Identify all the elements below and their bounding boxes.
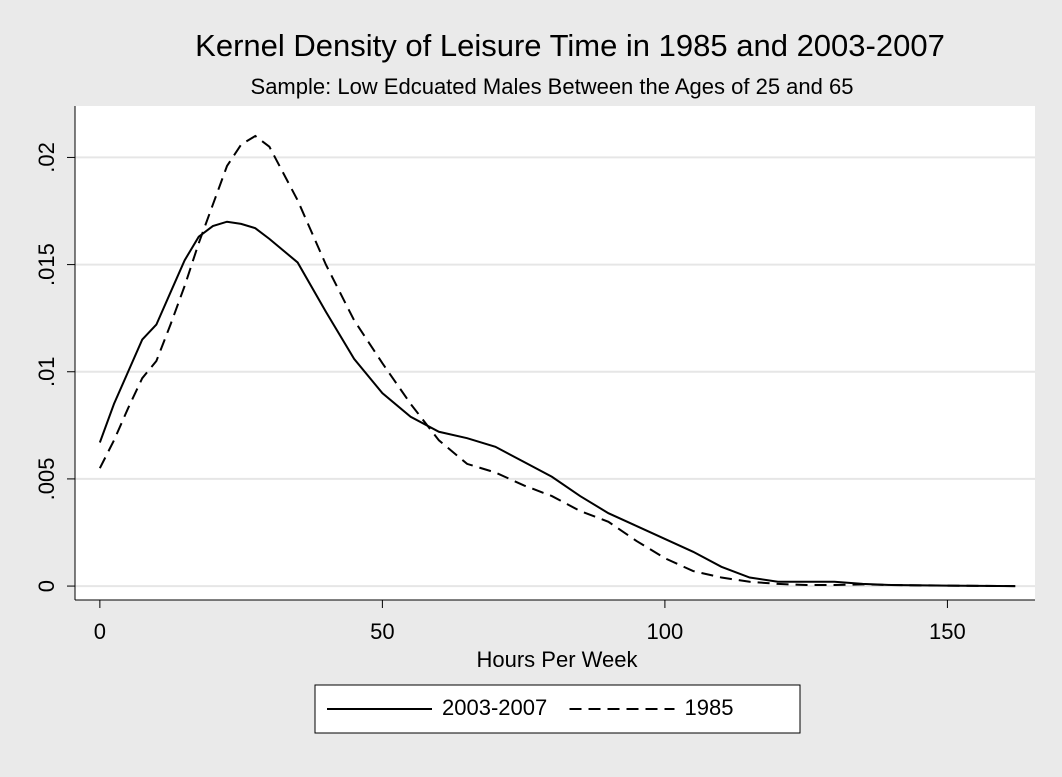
- legend-label: 1985: [685, 695, 734, 720]
- x-tick-label: 50: [370, 619, 394, 644]
- legend-label: 2003-2007: [442, 695, 547, 720]
- x-tick-label: 150: [929, 619, 966, 644]
- series-line: [98, 220, 1016, 588]
- y-tick-label: 0: [34, 580, 59, 592]
- series-line: [98, 134, 1016, 588]
- y-tick-label: .015: [34, 243, 59, 286]
- chart-title: Kernel Density of Leisure Time in 1985 a…: [195, 28, 945, 63]
- x-tick-label: 0: [94, 619, 106, 644]
- x-axis-title: Hours Per Week: [477, 647, 639, 672]
- y-tick-label: .01: [34, 356, 59, 387]
- y-tick-label: .005: [34, 457, 59, 500]
- chart-subtitle: Sample: Low Edcuated Males Between the A…: [251, 74, 854, 99]
- y-tick-label: .02: [34, 142, 59, 173]
- x-tick-label: 100: [647, 619, 684, 644]
- plot-area: [75, 106, 1035, 600]
